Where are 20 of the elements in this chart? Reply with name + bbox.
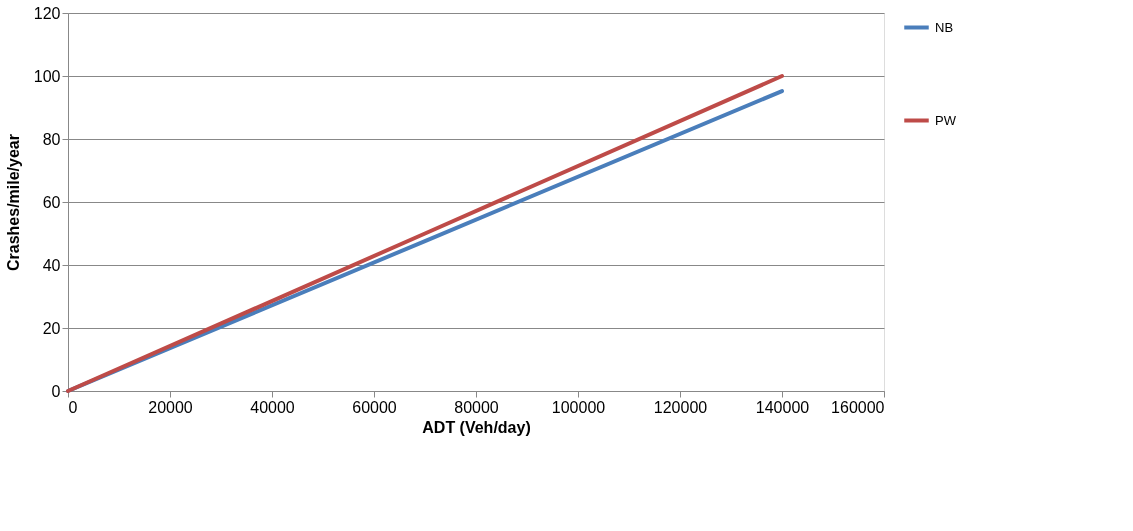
y-tick-label: 40 — [42, 256, 61, 274]
y-tick-label: 120 — [33, 4, 61, 22]
y-tick-label: 80 — [42, 130, 61, 148]
x-tick-label: 140000 — [755, 398, 810, 416]
y-tick-label: 100 — [33, 67, 61, 85]
x-tick-label: 80000 — [454, 398, 499, 416]
x-tick-label: 40000 — [250, 398, 295, 416]
legend-label: NB — [935, 19, 954, 35]
legend-label: PW — [935, 112, 957, 128]
y-tick-label: 20 — [42, 319, 61, 337]
x-tick-label: 60000 — [352, 398, 397, 416]
y-tick-label: 60 — [42, 193, 61, 211]
x-tick-label: 160000 — [831, 398, 885, 416]
y-axis-title: Crashes/mile/year — [4, 134, 22, 271]
y-tick-label: 0 — [51, 382, 61, 400]
x-tick-label: 0 — [68, 398, 78, 416]
x-tick-label: 100000 — [551, 398, 606, 416]
x-tick-label: 120000 — [653, 398, 708, 416]
x-tick-label: 20000 — [148, 398, 193, 416]
x-axis-title: ADT (Veh/day) — [422, 418, 531, 436]
